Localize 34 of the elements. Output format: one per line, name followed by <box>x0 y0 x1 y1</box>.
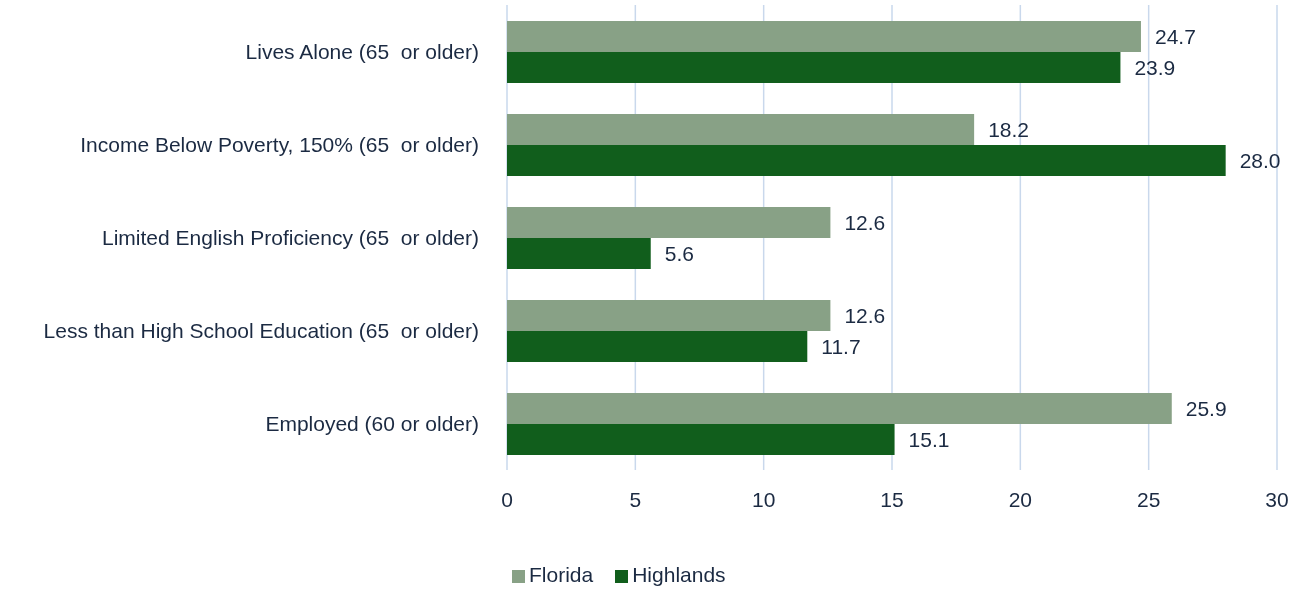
bar <box>507 21 1141 52</box>
y-tick-label: Limited English Proficiency (65 or older) <box>102 226 479 249</box>
x-tick-label: 25 <box>1136 487 1161 511</box>
data-label: 18.2 <box>988 117 1030 141</box>
x-tick-label: 30 <box>1265 487 1289 511</box>
data-label: 25.9 <box>1185 396 1227 420</box>
x-tick-label: 15 <box>880 487 904 511</box>
bar <box>507 52 1121 83</box>
y-tick-label: Lives Alone (65 or older) <box>245 40 479 63</box>
data-label: 15.1 <box>908 427 950 451</box>
data-label: 12.6 <box>844 303 886 327</box>
legend-label: Florida <box>529 563 594 586</box>
bar <box>507 207 831 238</box>
x-tick-label: 0 <box>501 487 513 511</box>
x-tick-label: 10 <box>751 487 776 511</box>
data-label: 12.6 <box>844 210 886 234</box>
bar <box>507 238 651 269</box>
y-tick-label: Employed (60 or older) <box>265 412 479 435</box>
bar <box>507 331 808 362</box>
legend-label: Highlands <box>632 563 726 586</box>
bar <box>507 393 1172 424</box>
y-tick-label: Income Below Poverty, 150% (65 or older) <box>80 133 479 156</box>
data-label: 24.7 <box>1154 24 1196 48</box>
data-label: 23.9 <box>1134 55 1176 79</box>
x-tick-label: 5 <box>629 487 642 511</box>
data-label: 11.7 <box>821 334 861 358</box>
bar <box>507 424 895 455</box>
data-label: 28.0 <box>1239 148 1281 172</box>
bar <box>507 300 831 331</box>
bar <box>507 145 1226 176</box>
data-label: 5.6 <box>664 241 694 265</box>
y-tick-label: Less than High School Education (65 or older) <box>43 319 479 342</box>
x-tick-label: 20 <box>1008 487 1033 511</box>
bar <box>507 114 975 145</box>
